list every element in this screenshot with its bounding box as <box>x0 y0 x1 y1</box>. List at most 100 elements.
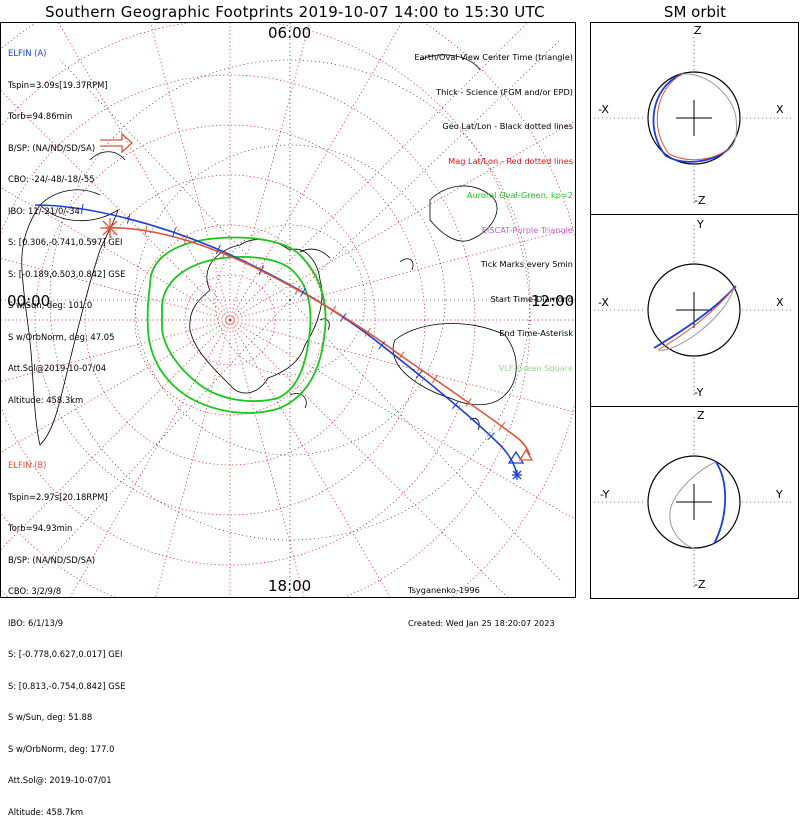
elfin-a-line: S: [0.306,-0.741,0.597] GEI <box>8 237 123 247</box>
mag-longitude-line <box>229 227 575 321</box>
sm2-right-label: X <box>776 296 784 309</box>
elfin-a-tick <box>258 265 264 275</box>
mlt-label-right: 12:00 <box>531 292 575 310</box>
elfin-a-line: Altitude: 458.3km <box>8 394 84 405</box>
elfin-b-line: S: [0.813,-0.754,0.842] GSE <box>8 680 126 691</box>
elfin-b-tick <box>431 374 439 384</box>
elfin-b-ticks <box>144 225 506 431</box>
sm3-right-label: Y <box>776 488 783 501</box>
elfin-a-ticks <box>80 204 495 441</box>
chart-title: Southern Geographic Footprints 2019-10-0… <box>45 3 545 21</box>
sm-panel-yz <box>590 406 799 599</box>
coastlines <box>21 54 517 446</box>
mag-longitude-line <box>229 23 528 321</box>
elfin-a-tick <box>80 204 84 215</box>
sm3-left-label: -Y <box>600 488 610 501</box>
elfin-a-tick <box>340 312 347 322</box>
footprint-map-frame <box>0 22 576 598</box>
mag-latitude-circle <box>1 74 476 566</box>
legend-item: End Time-Asterisk <box>499 328 573 338</box>
mag-longitude-line <box>229 23 310 321</box>
elfin-b-tick <box>330 305 337 315</box>
sm3-top-label: Z <box>697 409 705 422</box>
elfin-a-line: Torb=94.86min <box>8 111 73 121</box>
mag-longitude-line <box>1 258 231 321</box>
elfin-b-tick <box>183 235 188 245</box>
elfin-a-line: IBO: 11/-21/0/-34 <box>8 205 80 216</box>
mag-longitude-line <box>1 187 231 321</box>
legend-item: Thick - Science (FGM and/or EPD) <box>436 86 573 97</box>
sm2-bottom-label: -Y <box>694 386 704 399</box>
elfin-a-line: CBO: -24/-48/-18/-55 <box>8 174 95 184</box>
mag-longitude-line <box>1 319 231 550</box>
mag-longitude-line <box>155 319 231 597</box>
elfin-a-center-triangle <box>507 450 525 464</box>
mag-longitude-line <box>58 23 231 321</box>
sm2-left-label: -X <box>598 296 609 309</box>
mlt-label-bottom: 18:00 <box>268 577 312 595</box>
sm1-top-label: Z <box>694 24 702 37</box>
legend-item: Geo Lat/Lon - Black dotted lines <box>442 121 573 131</box>
mag-longitude-line <box>229 319 508 597</box>
elfin-b-track <box>104 227 531 456</box>
legend-item: EISCAT-Purple Triangle <box>481 224 573 235</box>
elfin-b-line: S: [-0.778,0.627,0.017] GEI <box>8 649 123 659</box>
sm3-bottom-label: -Z <box>694 578 706 591</box>
legend-item: Earth/Oval View Center Time (triangle) <box>414 52 573 62</box>
auroral-oval <box>146 236 327 414</box>
elfin-a-line: Att.Sol@2019-10-07/04 <box>8 363 107 373</box>
mag-latitude-circle <box>184 274 276 366</box>
elfin-a-tick <box>378 340 386 350</box>
elfin-b-line: CBO: 3/2/9/8 <box>8 586 62 596</box>
footprint-map <box>1 23 575 597</box>
elfin-a-info: ELFIN (A) Tspin=3.09s[19.37RPM] Torb=94.… <box>8 27 125 416</box>
mag-latitude-circle <box>1 23 531 597</box>
elfin-b-center-triangle <box>518 448 534 461</box>
elfin-a-line: B/SP: (NA/ND/SD/SA) <box>8 142 96 153</box>
elfin-a-end-asterisk <box>512 470 522 480</box>
elfin-a-tick <box>171 227 177 238</box>
elfin-b-tick <box>397 351 405 361</box>
sm-plot-xz <box>594 33 794 203</box>
mag-longitude-line <box>229 23 402 321</box>
mag-longitude-line <box>229 319 575 413</box>
elfin-b-line: IBO: 6/1/13/9 <box>8 617 64 628</box>
elfin-a-line: S: [-0.189,0.503,0.842] GSE <box>8 268 126 279</box>
elfin-b-tick <box>498 421 506 431</box>
credit-created: Created: Wed Jan 25 18:20:07 2023 <box>408 618 555 628</box>
elfin-b-tick <box>144 225 148 236</box>
sm-orbit-plots <box>594 33 794 587</box>
elfin-a-header: ELFIN (A) <box>8 48 47 58</box>
elfin-b-line: S w/Sun, deg: 51.88 <box>8 712 93 722</box>
geo-grid <box>1 23 575 597</box>
elfin-b-line: Altitude: 458.7km <box>8 806 84 817</box>
elfin-b-line: Torb=94.93min <box>8 523 73 533</box>
mag-longitude-line <box>229 319 575 520</box>
elfin-b-line: Att.Sol@: 2019-10-07/01 <box>8 775 112 785</box>
sm1-bottom-label: -Z <box>694 194 706 207</box>
sm2-top-label: Y <box>697 218 704 231</box>
legend: Earth/Oval View Center Time (triangle) T… <box>414 29 573 386</box>
elfin-b-tick <box>221 248 227 259</box>
elfin-a-tick <box>451 400 460 409</box>
sun-direction-arrow <box>100 132 133 154</box>
sm-plot-yz <box>594 417 794 587</box>
legend-item: Auroral Oval-Green, kp=2 <box>466 190 573 200</box>
credits: Tsyganenko-1996 Created: Wed Jan 25 18:2… <box>408 563 555 640</box>
elfin-b-header: ELFIN (B) <box>8 460 47 470</box>
mag-longitude-line <box>69 319 231 597</box>
legend-item: VLF-Green Square <box>498 362 573 373</box>
elfin-a-tick <box>215 244 221 255</box>
elfin-b-tick <box>258 266 265 276</box>
mag-longitude-line <box>1 319 231 453</box>
mag-longitude-line <box>229 319 391 597</box>
elfin-b-line: S w/OrbNorm, deg: 177.0 <box>8 743 115 754</box>
elfin-a-line: S w/Sun, deg: 101.0 <box>8 300 93 310</box>
mlt-label-left: 00:00 <box>7 292 51 310</box>
mag-longitude-line <box>229 120 575 321</box>
legend-item: Tick Marks every 5min <box>480 259 573 269</box>
mag-longitude-line <box>1 319 231 382</box>
mag-grid <box>1 23 575 597</box>
sm1-left-label: -X <box>598 103 609 116</box>
elfin-b-tick <box>294 285 301 295</box>
